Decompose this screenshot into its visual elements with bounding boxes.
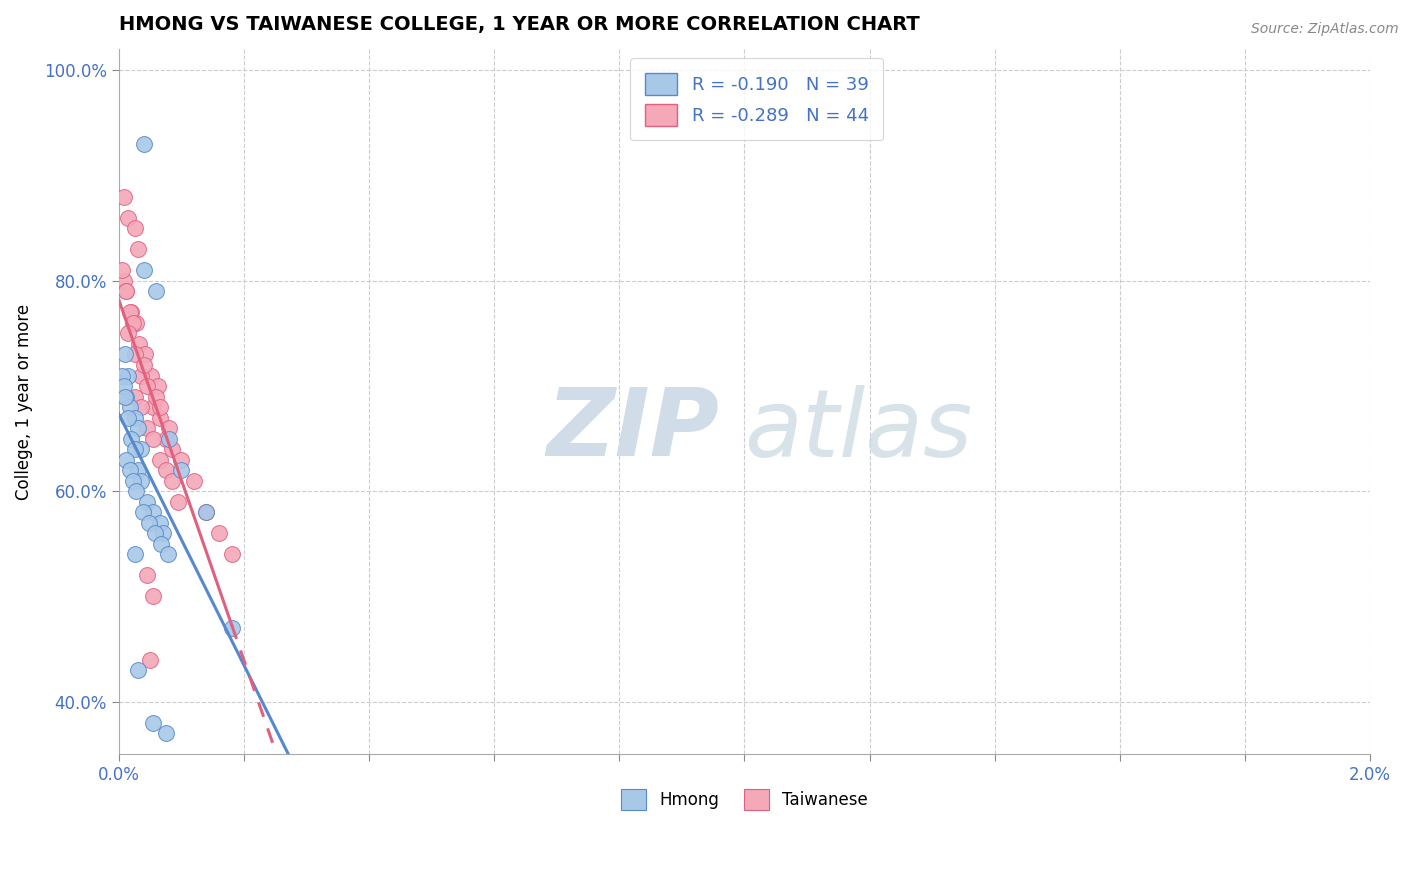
Point	[124, 221, 146, 235]
Point	[132, 137, 155, 152]
Point	[134, 347, 156, 361]
Point	[141, 368, 163, 383]
Point	[127, 242, 149, 256]
Point	[120, 305, 142, 319]
Point	[125, 484, 148, 499]
Y-axis label: College, 1 year or more: College, 1 year or more	[15, 304, 32, 500]
Point	[148, 452, 170, 467]
Point	[142, 715, 165, 730]
Point	[112, 379, 135, 393]
Point	[114, 347, 136, 361]
Point	[120, 463, 142, 477]
Point	[148, 410, 170, 425]
Point	[124, 547, 146, 561]
Point	[114, 390, 136, 404]
Point	[142, 400, 165, 414]
Point	[142, 590, 165, 604]
Point	[221, 547, 243, 561]
Point	[136, 379, 159, 393]
Point	[208, 526, 231, 541]
Point	[155, 463, 177, 477]
Point	[221, 621, 243, 635]
Point	[150, 537, 173, 551]
Point	[142, 505, 165, 519]
Point	[145, 390, 167, 404]
Point	[129, 442, 152, 457]
Point	[115, 390, 138, 404]
Point	[129, 474, 152, 488]
Point	[127, 421, 149, 435]
Legend: Hmong, Taiwanese: Hmong, Taiwanese	[614, 782, 875, 816]
Point	[170, 452, 193, 467]
Point	[131, 505, 153, 519]
Point	[136, 421, 159, 435]
Point	[136, 568, 159, 582]
Text: ZIP: ZIP	[547, 384, 720, 476]
Point	[183, 474, 205, 488]
Point	[152, 526, 174, 541]
Point	[128, 337, 150, 351]
Point	[157, 421, 180, 435]
Point	[129, 368, 152, 383]
Point	[111, 263, 134, 277]
Point	[117, 211, 139, 225]
Point	[195, 505, 218, 519]
Point	[124, 442, 146, 457]
Point	[121, 316, 143, 330]
Point	[120, 400, 142, 414]
Point	[129, 400, 152, 414]
Point	[148, 400, 170, 414]
Point	[117, 368, 139, 383]
Point	[143, 526, 166, 541]
Point	[120, 305, 142, 319]
Point	[170, 463, 193, 477]
Point	[125, 316, 148, 330]
Point	[195, 505, 218, 519]
Point	[127, 463, 149, 477]
Point	[111, 368, 134, 383]
Point	[146, 379, 169, 393]
Point	[156, 547, 179, 561]
Point	[142, 432, 165, 446]
Point	[127, 663, 149, 677]
Point	[155, 432, 177, 446]
Point	[139, 652, 162, 666]
Point	[132, 358, 155, 372]
Point	[124, 410, 146, 425]
Point	[160, 474, 183, 488]
Point	[136, 495, 159, 509]
Point	[115, 285, 138, 299]
Point	[155, 726, 177, 740]
Point	[132, 263, 155, 277]
Point	[124, 390, 146, 404]
Point	[120, 432, 142, 446]
Point	[157, 432, 180, 446]
Point	[145, 285, 167, 299]
Point	[112, 190, 135, 204]
Point	[121, 474, 143, 488]
Point	[148, 516, 170, 530]
Point	[115, 285, 138, 299]
Point	[160, 442, 183, 457]
Point	[167, 495, 190, 509]
Point	[112, 274, 135, 288]
Point	[117, 326, 139, 341]
Point	[124, 347, 146, 361]
Text: atlas: atlas	[744, 384, 973, 475]
Point	[115, 452, 138, 467]
Point	[117, 410, 139, 425]
Text: HMONG VS TAIWANESE COLLEGE, 1 YEAR OR MORE CORRELATION CHART: HMONG VS TAIWANESE COLLEGE, 1 YEAR OR MO…	[120, 15, 920, 34]
Text: Source: ZipAtlas.com: Source: ZipAtlas.com	[1251, 22, 1399, 37]
Point	[138, 516, 160, 530]
